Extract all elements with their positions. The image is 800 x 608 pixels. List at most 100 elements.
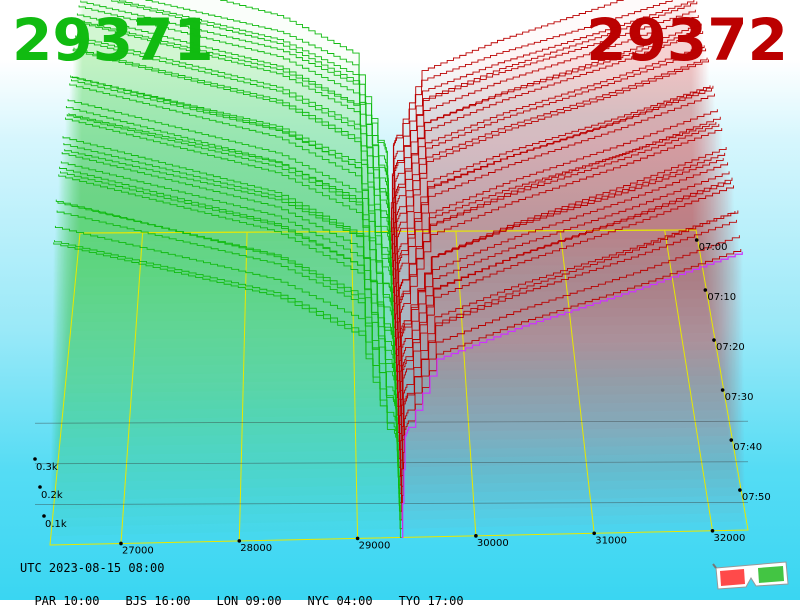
bid-depth-line [72, 49, 395, 337]
volume-tick-label-0.1k: 0.1k [45, 519, 67, 530]
ask-depth-line [396, 109, 718, 390]
clock-paris: PAR 10:00 [34, 594, 100, 608]
bid-depth-line [76, 20, 393, 302]
ask-depth-line [394, 59, 709, 337]
bid-depth-line [53, 242, 402, 538]
bid-depth-line [76, 13, 393, 294]
depth-chart: 27000 28000 29000 30000 31000 32000 07:00 07:10… [33, 0, 771, 556]
clock-london: LON 09:00 [216, 594, 282, 608]
ask-depth-line [399, 210, 736, 495]
x-tick-label-30000: 30000 [477, 538, 509, 549]
x-tick-mark-29000 [355, 536, 360, 541]
bid-depth-line [73, 47, 394, 329]
bid-depth-line [62, 136, 398, 442]
grid-layer [34, 229, 749, 546]
bid-depth-line [74, 38, 394, 320]
volume-tick-label-0.3k: 0.3k [36, 462, 58, 473]
bid-depth-line [65, 105, 397, 407]
volume-tick-mark-0.3k [33, 457, 37, 461]
bid-depth-line [71, 76, 395, 346]
volume-ref-line-0.1k [34, 502, 749, 505]
bid-depth-line [60, 161, 399, 460]
bid-depth-line [57, 201, 400, 495]
time-tick-label-07:20: 07:20 [716, 342, 745, 353]
bid-depth-line [54, 225, 401, 521]
clock-new-york: NYC 04:00 [307, 594, 373, 608]
bid-depth-line [65, 117, 398, 416]
bid-depth-line [69, 83, 396, 372]
depth-lines-layer [53, 0, 743, 539]
time-tick-mark-07:20 [712, 338, 716, 342]
bid-depth-line [112, 0, 391, 250]
time-tick-label-07:50: 07:50 [742, 492, 771, 503]
ask-depth-line [394, 85, 711, 346]
bid-depth-line [70, 75, 396, 364]
grid-line-27000 [120, 232, 144, 544]
time-tick-mark-07:40 [729, 438, 734, 442]
bid-depth-line [54, 240, 402, 530]
bid-depth-line [78, 5, 392, 276]
ask-depth-line [390, 0, 695, 250]
volume-ref-line-0.3k [34, 420, 749, 424]
clock-tokyo: TYO 17:00 [398, 594, 464, 608]
ask-depth-line [392, 31, 704, 302]
bid-depth-line [67, 99, 397, 390]
bid-depth-line [61, 152, 399, 451]
bid-depth-line [75, 35, 394, 311]
ask-depth-line [390, 0, 624, 241]
world-clocks: PAR 10:00 BJS 16:00 LON 09:00 NYC 04:00 TYO … [20, 580, 490, 608]
x-tick-label-27000: 27000 [122, 545, 154, 556]
bid-depth-line [60, 171, 399, 468]
time-tick-mark-07:00 [694, 238, 699, 242]
ask-depth-line [400, 235, 740, 521]
ask-depth-line [395, 93, 715, 372]
volume-tick-label-0.2k: 0.2k [41, 490, 63, 501]
ask-depth-line [396, 116, 721, 407]
bid-depth-line [55, 199, 401, 512]
time-tick-mark-07:30 [720, 388, 725, 392]
grid-line-28000 [238, 232, 248, 541]
ask-depth-line [391, 15, 699, 276]
ask-depth-line [399, 185, 734, 486]
grid-line-31000 [559, 230, 595, 534]
grid-line-30000 [455, 231, 477, 536]
ask-depth-line [393, 48, 707, 320]
x-tick-mark-28000 [237, 539, 242, 543]
volume-tick-mark-0.2k [38, 485, 42, 489]
ask-depth-line [397, 147, 727, 442]
time-tick-label-07:00: 07:00 [699, 242, 728, 253]
x-tick-mark-32000 [710, 528, 715, 533]
bid-depth-line [58, 174, 400, 486]
x-tick-label-29000: 29000 [359, 540, 391, 551]
x-tick-mark-27000 [119, 541, 123, 546]
time-tick-mark-07:10 [703, 288, 708, 292]
latest-ask-depth-line [401, 251, 743, 539]
volume-ref-line-0.2k [34, 461, 749, 465]
time-tick-mark-07:50 [738, 488, 742, 492]
time-tick-label-07:30: 07:30 [725, 392, 754, 403]
grid-line-29000 [350, 231, 359, 539]
x-tick-mark-30000 [474, 534, 478, 538]
bid-depth-line [111, 0, 392, 267]
x-tick-label-32000: 32000 [714, 533, 746, 544]
utc-time: UTC 2023-08-15 08:00 [20, 561, 165, 575]
ask-depth-line [395, 85, 714, 364]
bid-depth-line [220, 0, 391, 241]
grid-line-32000 [664, 230, 714, 531]
ask-depth-line [392, 23, 702, 294]
volume-tick-mark-0.1k [42, 514, 46, 518]
x-tick-label-31000: 31000 [595, 535, 627, 546]
tick-layer: 27000 28000 29000 30000 31000 32000 07:00 07:10… [33, 238, 771, 556]
x-tick-label-28000: 28000 [240, 543, 272, 554]
clock-beijing: BJS 16:00 [125, 594, 191, 608]
time-tick-label-07:10: 07:10 [707, 292, 736, 303]
ask-depth-line [397, 128, 723, 416]
3d-glasses-icon[interactable] [712, 558, 790, 592]
ask-depth-line [398, 162, 729, 451]
ask-depth-line [398, 171, 730, 460]
ask-depth-line [399, 177, 733, 477]
bid-depth-line [59, 166, 400, 477]
time-tick-label-07:40: 07:40 [733, 442, 762, 453]
ask-depth-line [391, 1, 698, 267]
x-tick-mark-31000 [592, 531, 597, 536]
